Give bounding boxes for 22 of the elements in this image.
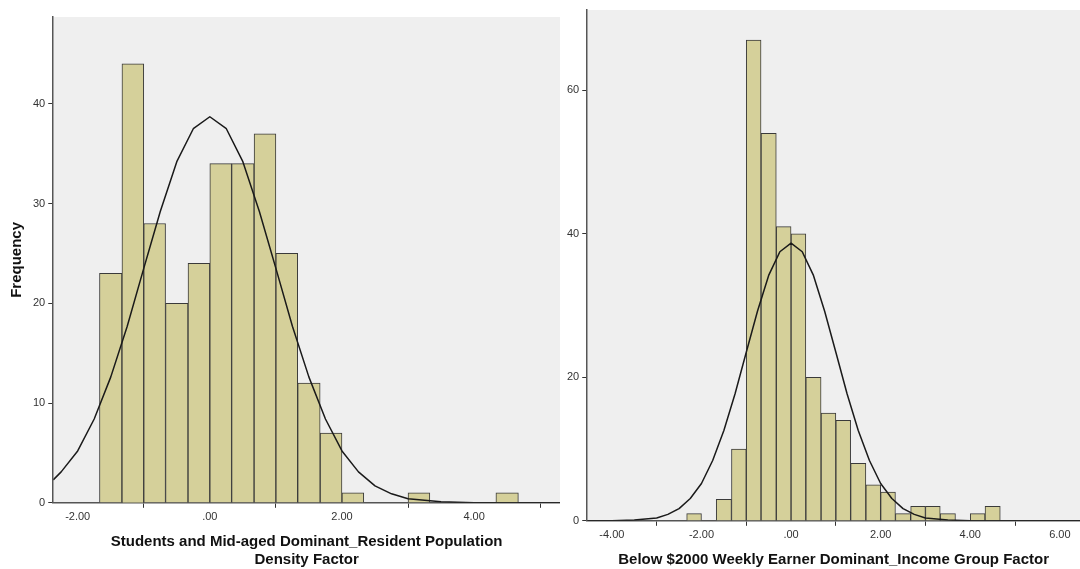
y-axis-title: Frequency [7,221,25,298]
x-axis-title: Below $2000 Weekly Earner Dominant_Income Group Factor [618,550,1050,568]
y-tick-label: 0 [573,513,580,526]
x-tick-label: 4.00 [463,510,485,523]
x-tick-label: -4.00 [599,528,625,541]
y-tick-label: 10 [32,396,46,409]
y-tick-label: 40 [32,96,46,109]
x-tick-label: .00 [202,510,218,523]
x-tick-label: 2.00 [331,510,353,523]
x-axis-title: Students and Mid-aged Dominant_Resident Population Density Factor [110,532,503,568]
x-tick-label: .00 [783,528,799,541]
y-tick-label: 0 [39,495,46,508]
y-tick-label: 20 [32,296,46,309]
x-tick-label: 4.00 [959,528,981,541]
x-tick-label: 2.00 [869,528,892,541]
x-tick-label: -2.00 [65,510,91,523]
y-tick-label: 20 [566,370,580,383]
x-tick-label: 6.00 [1049,528,1071,541]
y-tick-label: 60 [566,83,580,96]
x-tick-label: -2.00 [688,528,715,541]
y-tick-label: 40 [566,226,580,239]
y-tick-label: 30 [32,196,46,209]
